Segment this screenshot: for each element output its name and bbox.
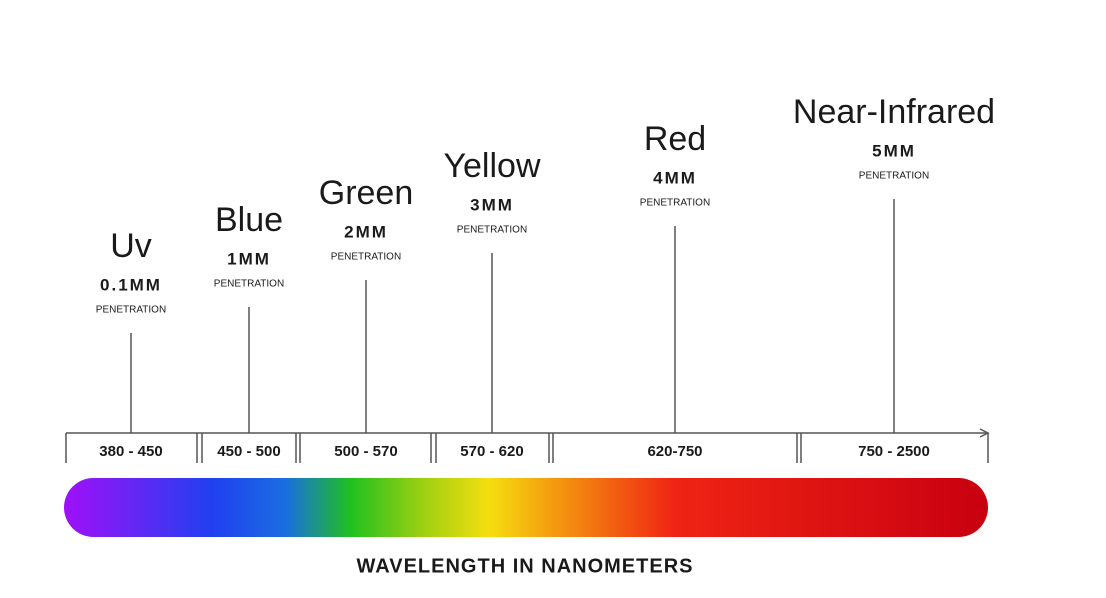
band-depth: 0.1MM: [100, 275, 162, 294]
band-note: PENETRATION: [859, 171, 929, 182]
band-note: PENETRATION: [457, 225, 527, 236]
range-bracket: [65, 433, 198, 463]
band-note: PENETRATION: [640, 198, 710, 209]
range-label: 620-750: [647, 443, 702, 460]
range-bracket: [201, 433, 297, 463]
range-label: 450 - 500: [217, 443, 280, 460]
band-name: Yellow: [443, 147, 540, 185]
band-depth: 2MM: [344, 222, 388, 241]
axis-label: WAVELENGTH IN NANOMETERS: [357, 555, 694, 577]
band-name: Near-Infrared: [793, 93, 995, 131]
band-name: Green: [319, 174, 414, 212]
band-depth: 1MM: [227, 249, 271, 268]
range-label: 500 - 570: [334, 443, 397, 460]
range-label: 570 - 620: [460, 443, 523, 460]
range-bracket: [800, 433, 989, 463]
band-note: PENETRATION: [96, 305, 166, 316]
range-label: 750 - 2500: [858, 443, 930, 460]
band-note: PENETRATION: [331, 252, 401, 263]
band-depth: 4MM: [653, 168, 697, 187]
spectrum-bar: [64, 478, 988, 537]
range-bracket: [435, 433, 550, 463]
band-name: Red: [644, 120, 706, 158]
band-note: PENETRATION: [214, 279, 284, 290]
range-label: 380 - 450: [99, 443, 162, 460]
range-bracket: [552, 433, 798, 463]
band-name: Uv: [110, 227, 152, 265]
band-name: Blue: [215, 201, 283, 239]
range-bracket: [299, 433, 432, 463]
band-depth: 3MM: [470, 195, 514, 214]
band-depth: 5MM: [872, 141, 916, 160]
